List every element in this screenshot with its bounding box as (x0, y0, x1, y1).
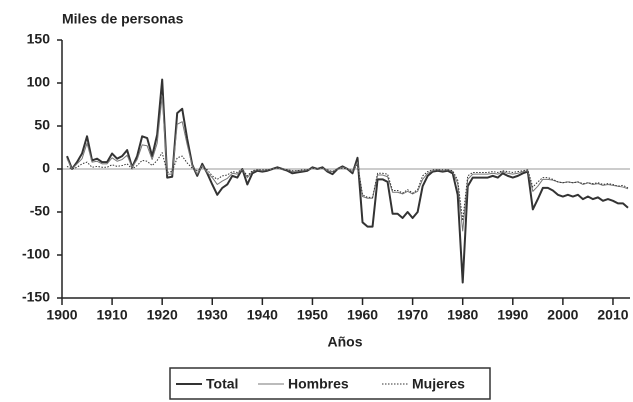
x-tick-label: 1960 (347, 307, 378, 323)
x-tick-label: 1980 (447, 307, 478, 323)
y-tick-label: -150 (22, 289, 50, 305)
x-tick-label: 2000 (547, 307, 578, 323)
y-tick-label: -100 (22, 246, 50, 262)
legend-box (169, 367, 491, 400)
series-line (66, 152, 629, 222)
y-tick-label: 100 (27, 74, 51, 90)
y-tick-label: 50 (34, 117, 50, 133)
y-tick-label: 150 (27, 31, 51, 47)
legend-label: Mujeres (412, 376, 465, 392)
x-axis-label: Años (328, 334, 363, 350)
y-tick-label: -50 (30, 203, 50, 219)
legend-label: Total (206, 376, 238, 392)
x-tick-label: 2010 (597, 307, 628, 323)
x-tick-label: 1930 (197, 307, 228, 323)
x-tick-label: 1940 (247, 307, 278, 323)
series-line (66, 78, 629, 284)
chart-title: Miles de personas (62, 11, 184, 27)
x-tick-label: 1900 (46, 307, 77, 323)
x-tick-label: 1970 (397, 307, 428, 323)
legend-label: Hombres (288, 376, 349, 392)
x-tick-label: 1910 (97, 307, 128, 323)
x-tick-label: 1990 (497, 307, 528, 323)
series-line (66, 95, 629, 232)
x-tick-label: 1950 (297, 307, 328, 323)
x-tick-label: 1920 (147, 307, 178, 323)
y-tick-label: 0 (42, 160, 50, 176)
